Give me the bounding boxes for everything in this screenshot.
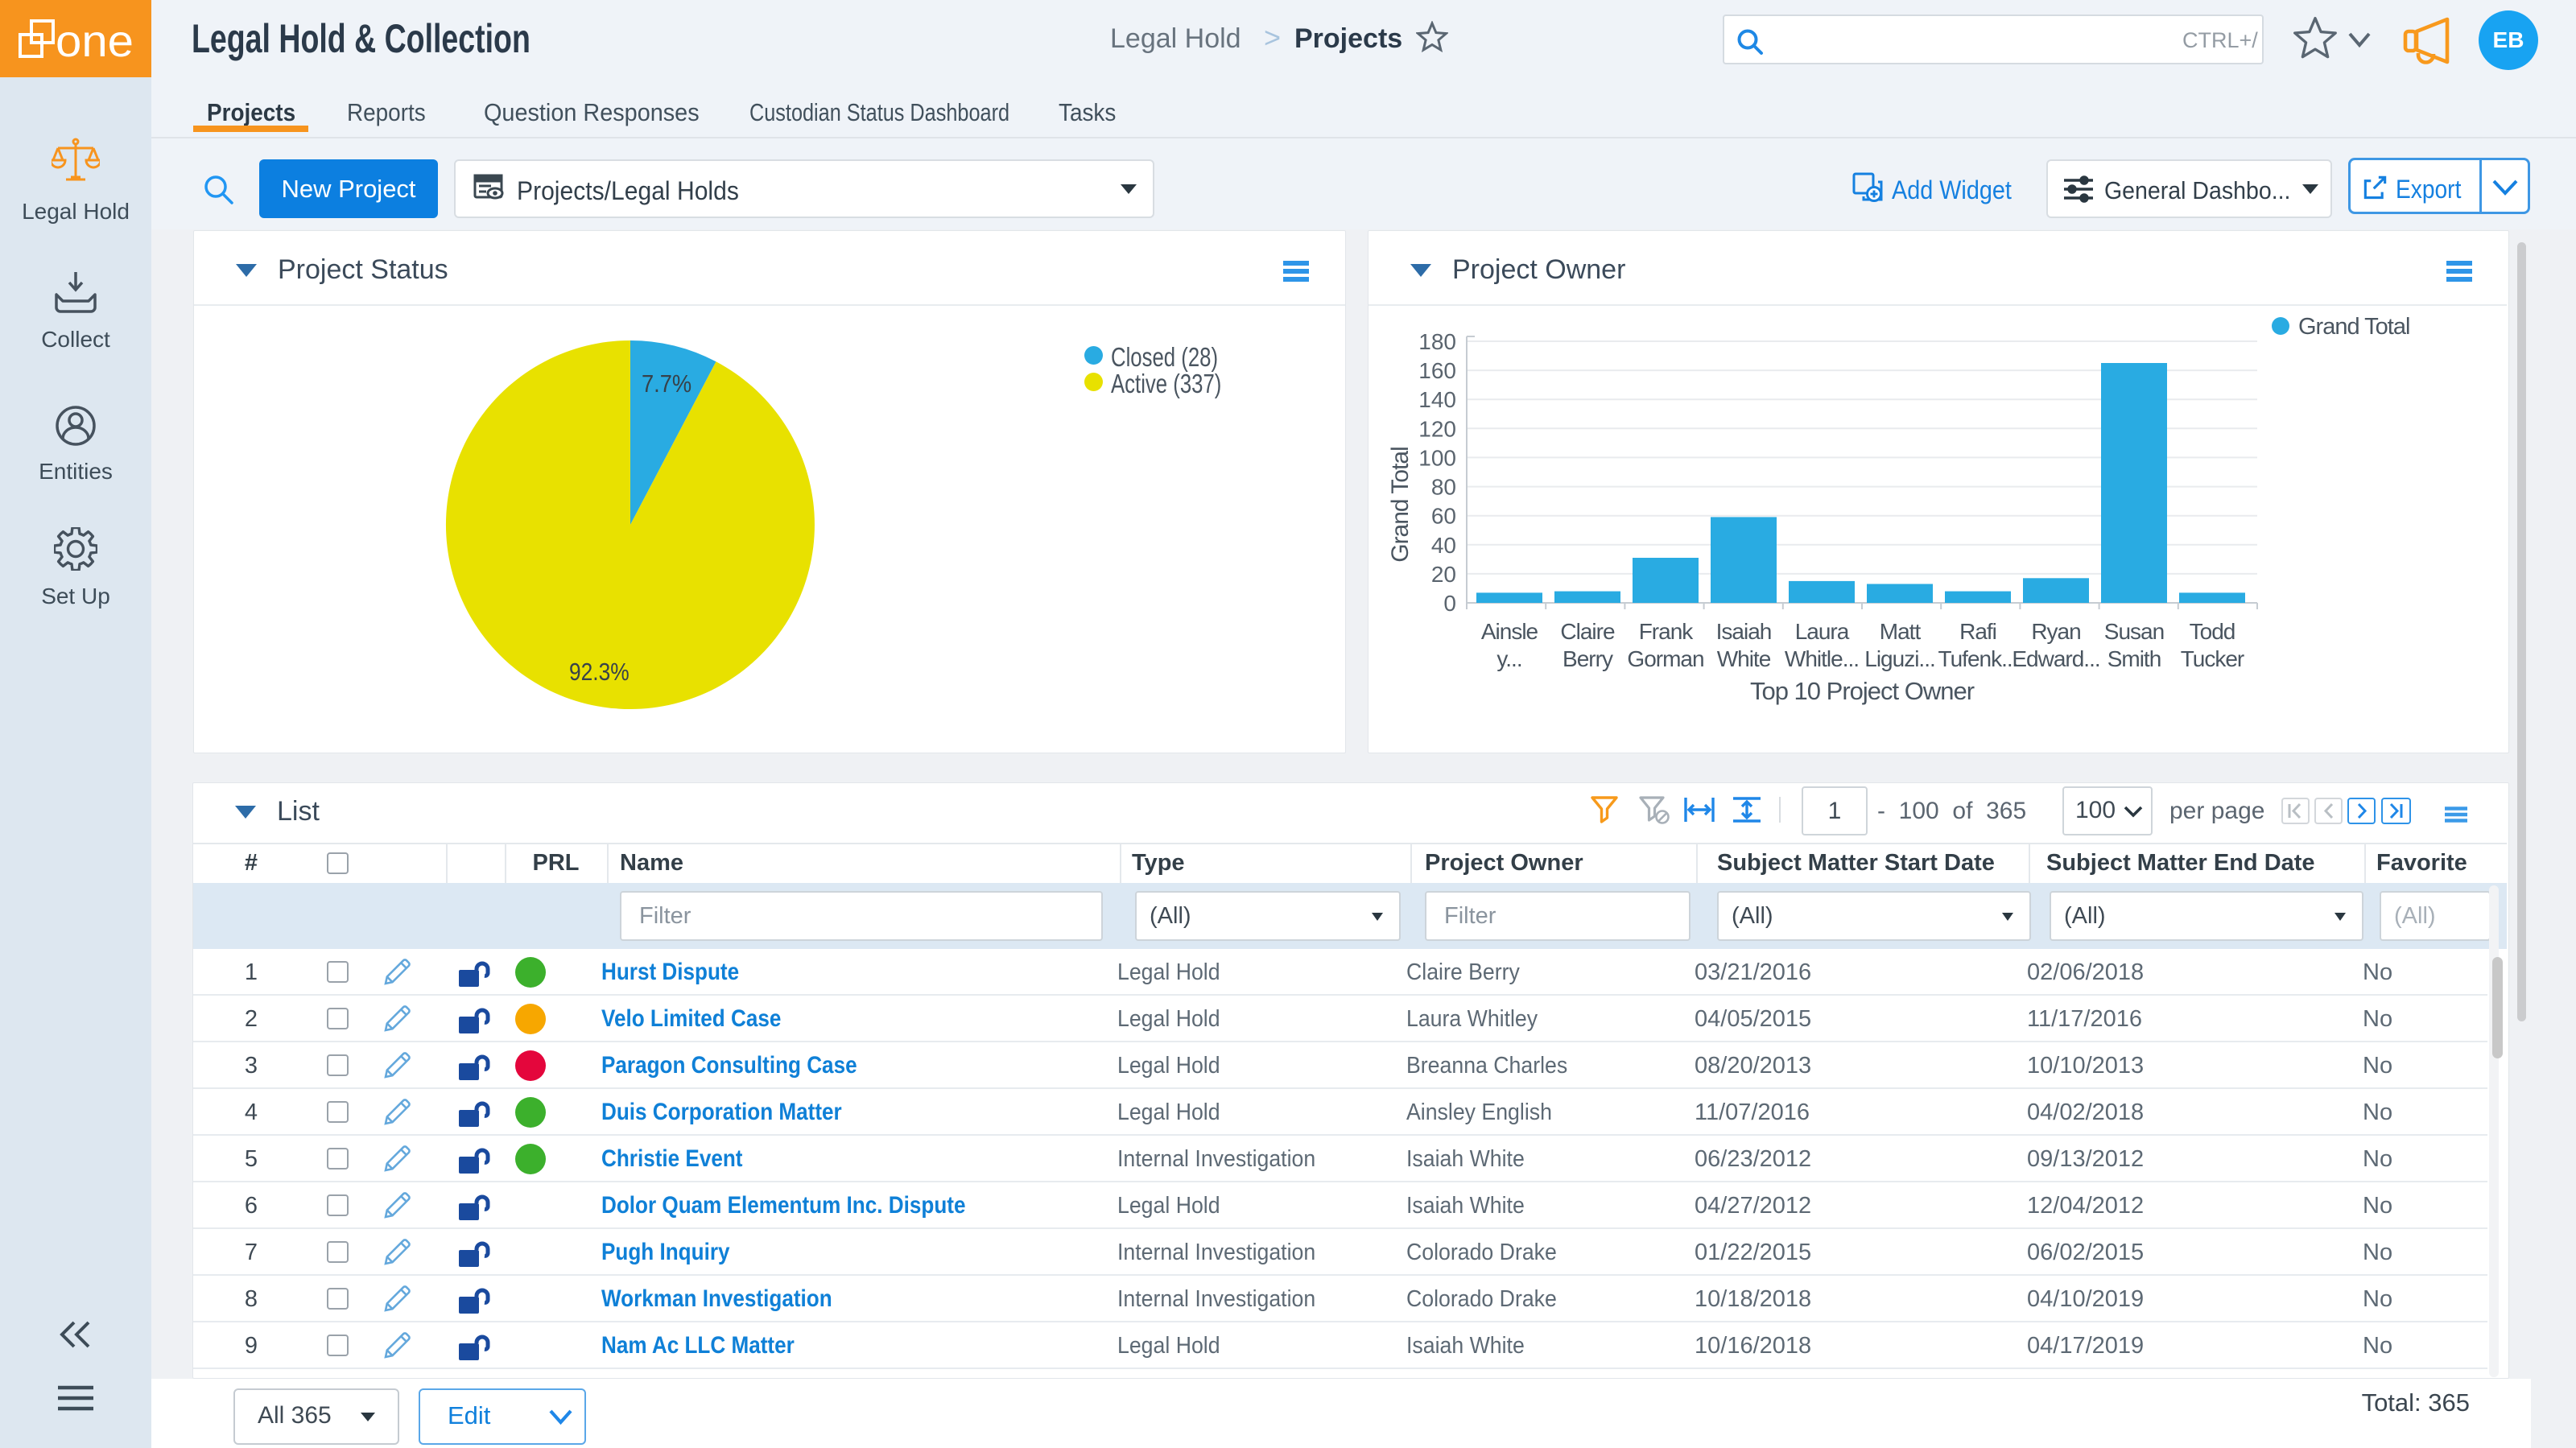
- svg-text:60: 60: [1431, 504, 1456, 529]
- svg-text:160: 160: [1418, 358, 1456, 383]
- svg-text:Top 10 Project Owner: Top 10 Project Owner: [1750, 677, 1975, 705]
- svg-text:Ainsle: Ainsle: [1481, 619, 1538, 644]
- svg-text:20: 20: [1431, 562, 1456, 587]
- svg-text:0: 0: [1443, 591, 1456, 616]
- svg-text:120: 120: [1418, 416, 1456, 441]
- svg-text:Tufenk...: Tufenk...: [1938, 646, 2018, 671]
- svg-text:Laura: Laura: [1795, 619, 1850, 644]
- svg-text:Whitle...: Whitle...: [1785, 646, 1859, 671]
- svg-text:80: 80: [1431, 475, 1456, 500]
- svg-text:Liguzi...: Liguzi...: [1864, 646, 1935, 671]
- svg-text:y...: y...: [1496, 646, 1521, 671]
- svg-text:one: one: [56, 15, 134, 66]
- svg-text:Gorman: Gorman: [1627, 646, 1703, 671]
- svg-text:Matt: Matt: [1880, 619, 1922, 644]
- svg-text:Todd: Todd: [2190, 619, 2235, 644]
- svg-text:140: 140: [1418, 387, 1456, 412]
- svg-text:Ryan: Ryan: [2031, 619, 2080, 644]
- svg-text:180: 180: [1418, 329, 1456, 354]
- svg-text:Smith: Smith: [2107, 646, 2161, 671]
- svg-text:Tucker: Tucker: [2181, 646, 2244, 671]
- svg-text:White: White: [1717, 646, 1771, 671]
- svg-text:Berry: Berry: [1563, 646, 1613, 671]
- svg-text:Isaiah: Isaiah: [1716, 619, 1772, 644]
- svg-text:Grand Total: Grand Total: [2298, 314, 2409, 340]
- svg-text:Frank: Frank: [1639, 619, 1695, 644]
- svg-text:100: 100: [1418, 445, 1456, 470]
- svg-text:Rafi: Rafi: [1959, 619, 1996, 644]
- svg-text:Susan: Susan: [2104, 619, 2164, 644]
- svg-text:40: 40: [1431, 533, 1456, 558]
- svg-text:Claire: Claire: [1560, 619, 1615, 644]
- svg-text:Grand Total: Grand Total: [1387, 447, 1414, 563]
- svg-text:Edward...: Edward...: [2012, 646, 2099, 671]
